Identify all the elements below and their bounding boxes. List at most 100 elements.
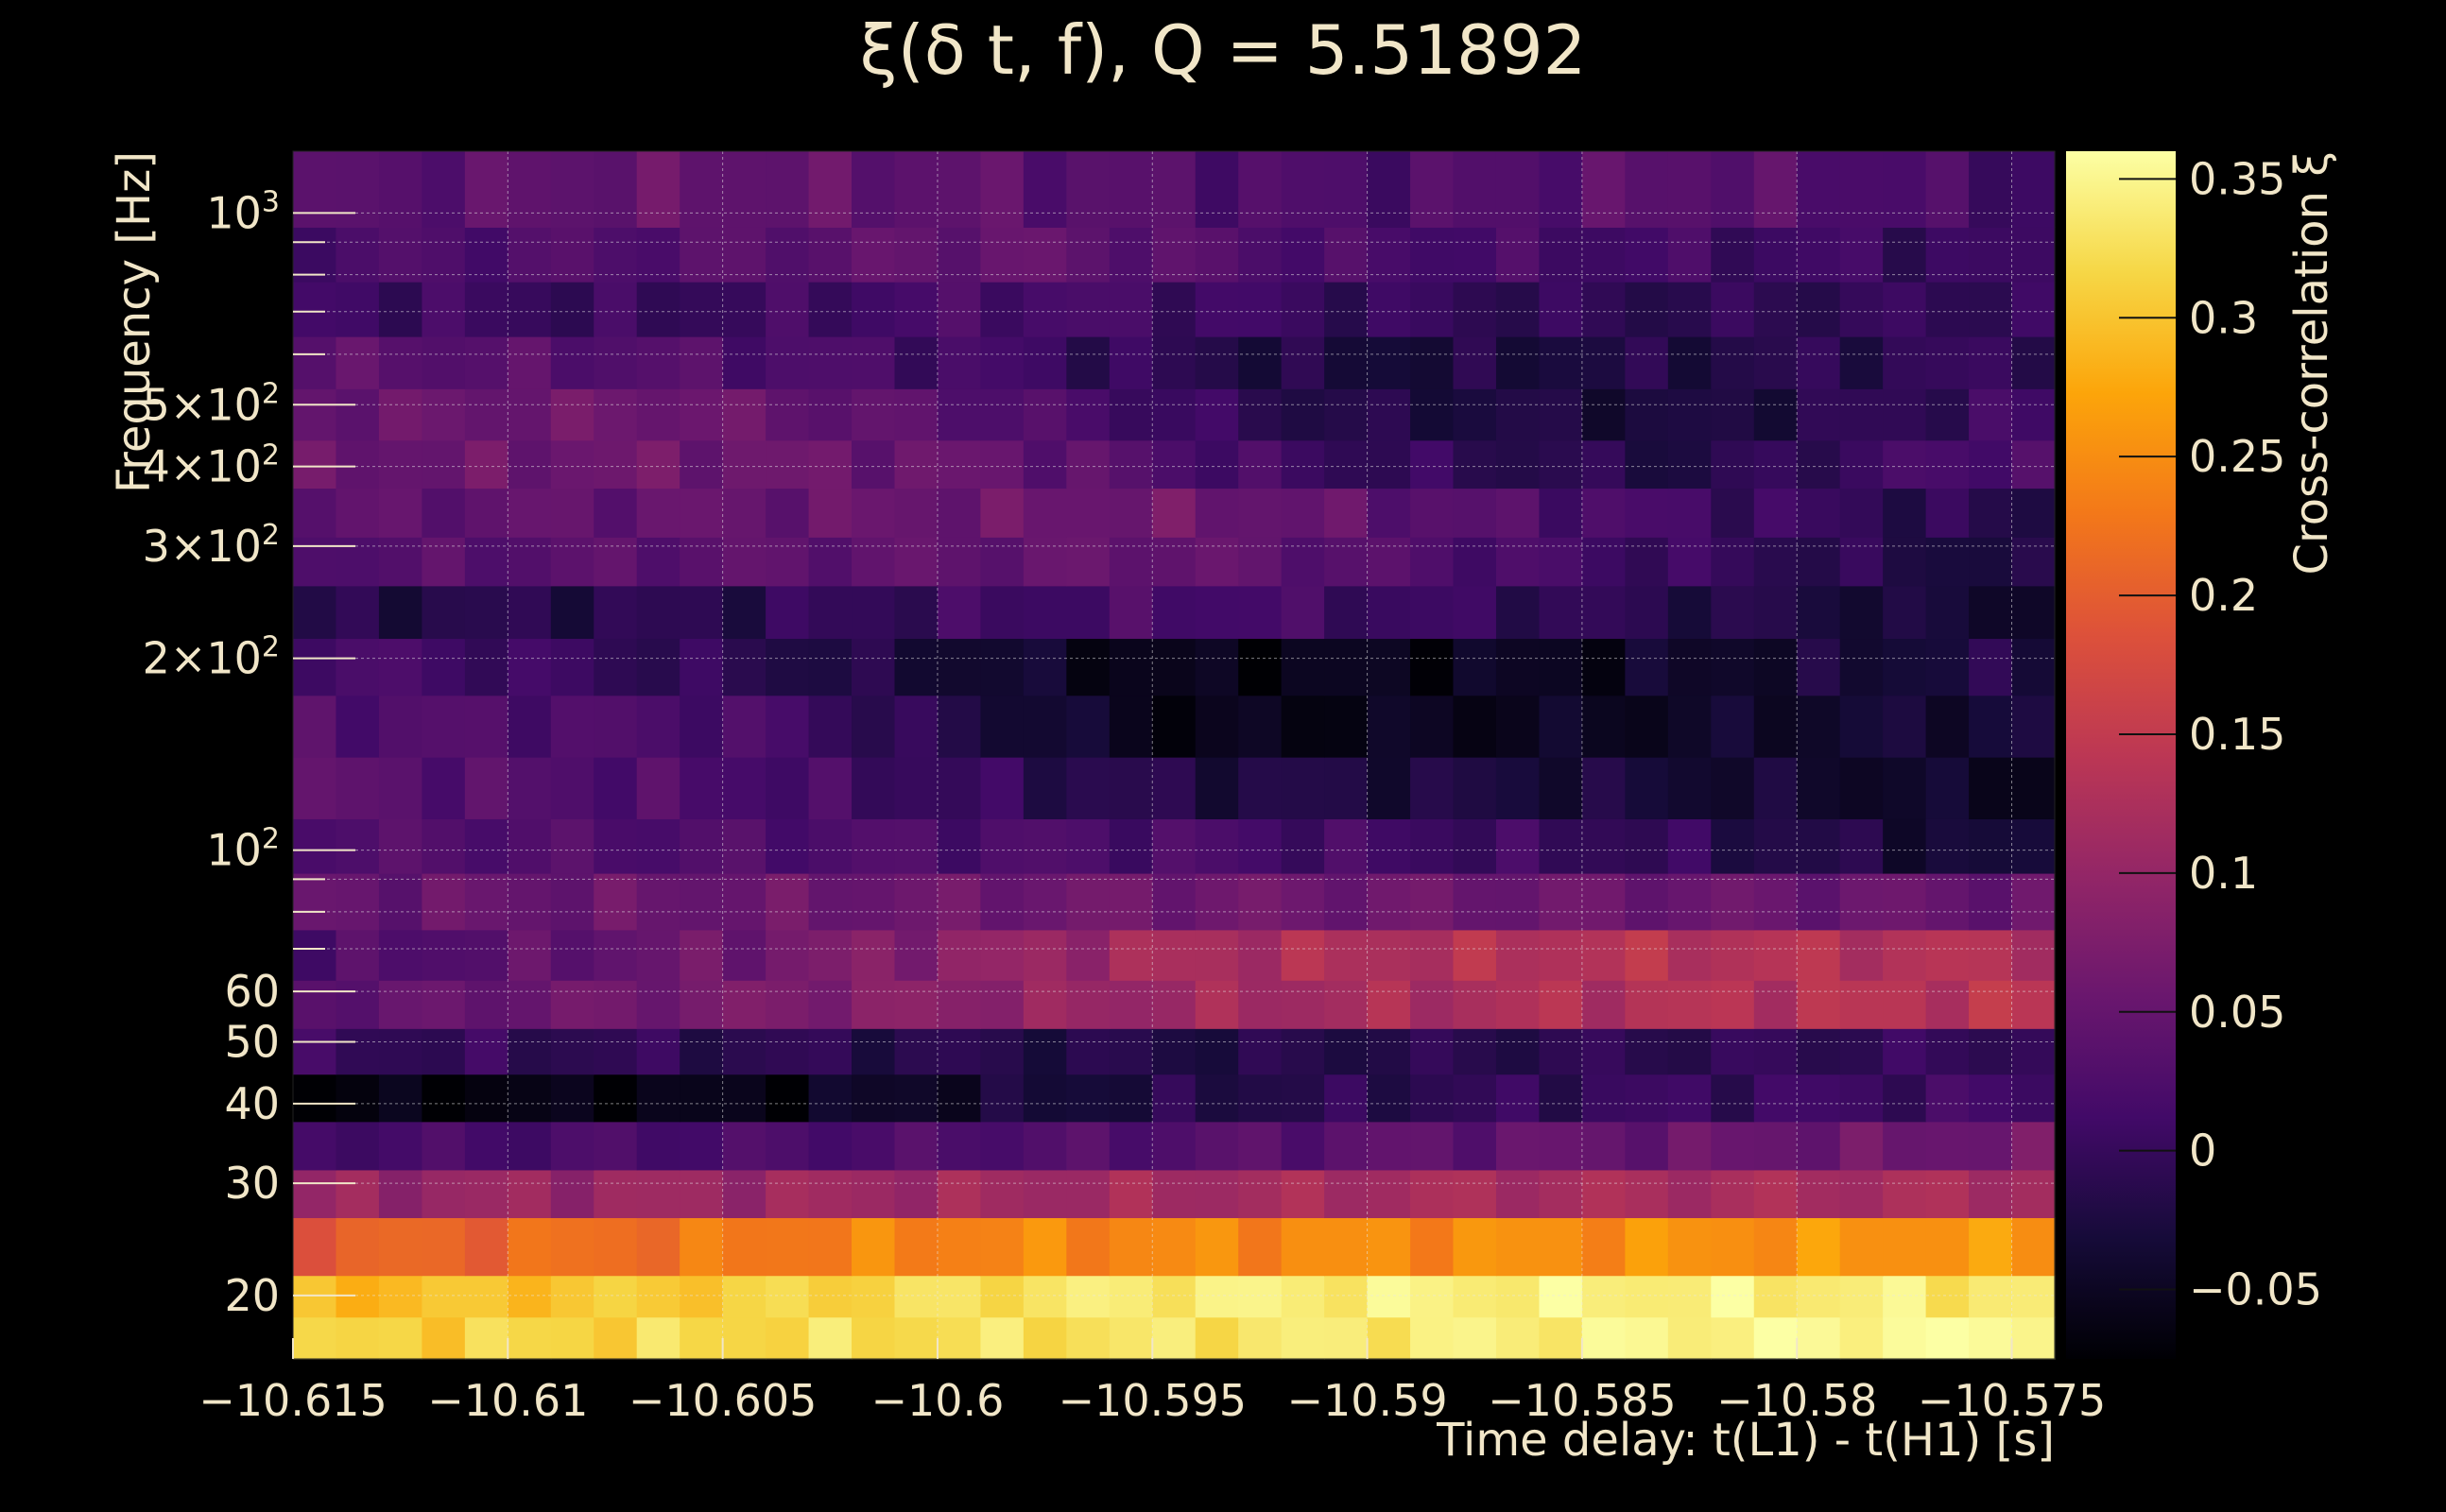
heatmap-cell — [1969, 388, 2013, 441]
heatmap-cell — [1410, 1217, 1455, 1277]
heatmap-cell — [1066, 336, 1111, 389]
heatmap-cell — [2011, 929, 2056, 981]
heatmap-cell — [722, 282, 767, 337]
heatmap-cell — [1495, 151, 1541, 228]
heatmap-cell — [1367, 1275, 1411, 1318]
heatmap-cell — [1453, 1169, 1497, 1219]
heatmap-cell — [293, 388, 337, 441]
heatmap-cell — [594, 388, 638, 441]
heatmap-cell — [1066, 872, 1111, 931]
heatmap-cell — [2011, 818, 2056, 874]
heatmap-cell — [1238, 439, 1283, 490]
heatmap-cell — [378, 929, 422, 981]
heatmap-cell — [464, 1121, 508, 1171]
heatmap-cell — [1410, 1275, 1455, 1318]
heatmap-cell — [1495, 695, 1541, 758]
heatmap-cell — [1839, 388, 1884, 441]
heatmap-cell — [1495, 818, 1541, 874]
heatmap-cell — [1581, 757, 1626, 819]
heatmap-cell — [2011, 227, 2056, 283]
heatmap-cell — [1625, 388, 1669, 441]
heatmap-cell — [1883, 388, 1927, 441]
heatmap-cell — [293, 818, 337, 874]
heatmap-cell — [1410, 488, 1455, 538]
heatmap-cell — [1066, 1316, 1111, 1360]
heatmap-cell — [422, 695, 466, 758]
heatmap-cell — [852, 336, 896, 389]
heatmap-cell — [336, 488, 380, 538]
heatmap-cell — [378, 439, 422, 490]
heatmap-cell — [1238, 1121, 1283, 1171]
heatmap-cell — [550, 872, 594, 931]
heatmap-cell — [808, 439, 853, 490]
heatmap-cell — [1109, 1217, 1153, 1277]
heatmap-cell — [1066, 1217, 1111, 1277]
heatmap-cell — [2011, 439, 2056, 490]
y-tick-label: 40 — [224, 1078, 280, 1129]
heatmap-cell — [550, 388, 594, 441]
heatmap-cell — [1711, 488, 1755, 538]
heatmap-cell — [1453, 282, 1497, 337]
heatmap-cell — [1495, 1316, 1541, 1360]
heatmap-cell — [1539, 336, 1583, 389]
heatmap-cell — [1281, 929, 1325, 981]
heatmap-cell — [1495, 929, 1541, 981]
heatmap-cell — [550, 980, 594, 1029]
heatmap-cell — [1753, 151, 1798, 228]
heatmap-cell — [766, 1074, 810, 1123]
heatmap-cell — [1066, 1169, 1111, 1219]
heatmap-cell — [1839, 585, 1884, 640]
heatmap-cell — [980, 818, 1025, 874]
heatmap-cell — [980, 929, 1025, 981]
heatmap-cell — [594, 1275, 638, 1318]
heatmap-cell — [594, 1169, 638, 1219]
x-axis-label: Time delay: t(L1) - t(H1) [s] — [1436, 1414, 2055, 1467]
heatmap-cell — [1711, 1275, 1755, 1318]
heatmap-cell — [894, 872, 939, 931]
heatmap-cell — [808, 1316, 853, 1360]
heatmap-cell — [894, 585, 939, 640]
heatmap-cell — [1023, 585, 1067, 640]
heatmap-cell — [852, 282, 896, 337]
heatmap-cell — [550, 638, 594, 696]
heatmap-cell — [1324, 980, 1369, 1029]
heatmap-cell — [1539, 1169, 1583, 1219]
heatmap-cell — [1667, 1169, 1712, 1219]
heatmap-cell — [336, 388, 380, 441]
heatmap-cell — [1023, 929, 1067, 981]
heatmap-cell — [766, 1316, 810, 1360]
heatmap-cell — [1066, 1121, 1111, 1171]
heatmap-cell — [550, 1169, 594, 1219]
heatmap-cell — [680, 336, 724, 389]
heatmap-cell — [1625, 1121, 1669, 1171]
heatmap-cell — [1797, 1275, 1841, 1318]
heatmap-cell — [508, 980, 552, 1029]
heatmap-cell — [1324, 818, 1369, 874]
heatmap-cell — [378, 1275, 422, 1318]
heatmap-cell — [1925, 1169, 1970, 1219]
heatmap-cell — [1925, 1028, 1970, 1075]
heatmap-cell — [594, 1316, 638, 1360]
heatmap-cell — [1667, 818, 1712, 874]
heatmap-cell — [1883, 488, 1927, 538]
heatmap-cell — [336, 757, 380, 819]
heatmap-cell — [1324, 1169, 1369, 1219]
heatmap-cell — [1667, 1275, 1712, 1318]
heatmap-cell — [1969, 1217, 2013, 1277]
heatmap-cell — [1539, 282, 1583, 337]
heatmap-cell — [1925, 1121, 1970, 1171]
heatmap-cell — [464, 227, 508, 283]
heatmap-cell — [894, 1074, 939, 1123]
heatmap-cell — [1195, 1316, 1239, 1360]
heatmap-cell — [1410, 1028, 1455, 1075]
heatmap-cell — [937, 818, 982, 874]
heatmap-cell — [1324, 695, 1369, 758]
heatmap-cell — [1925, 585, 1970, 640]
heatmap-cell — [378, 638, 422, 696]
heatmap-cell — [1324, 1217, 1369, 1277]
heatmap-cell — [1238, 227, 1283, 283]
heatmap-cell — [1969, 151, 2013, 228]
heatmap-cell — [1969, 929, 2013, 981]
heatmap-cell — [1109, 980, 1153, 1029]
heatmap-cell — [1667, 585, 1712, 640]
